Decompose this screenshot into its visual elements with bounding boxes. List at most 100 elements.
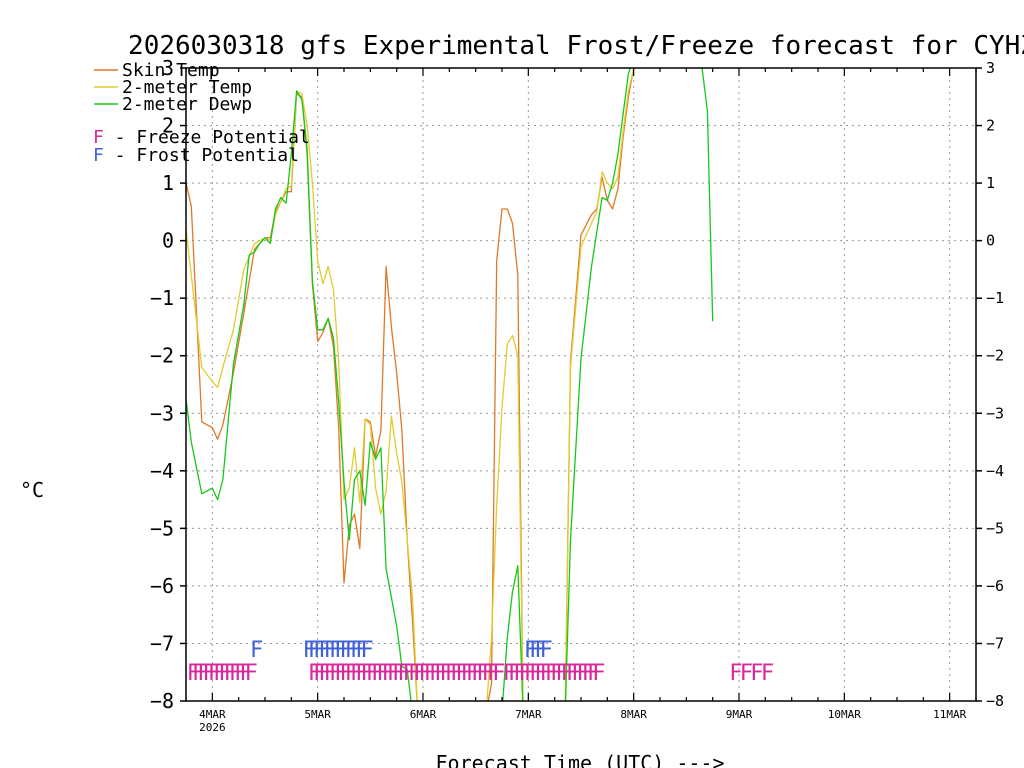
y-tick-label: −5	[150, 516, 174, 540]
x-axis-label: Forecast Time (UTC) --->	[436, 751, 725, 768]
freeze-marker: F	[524, 661, 537, 686]
freeze-marker: F	[461, 661, 474, 686]
series-line-2-meter-temp	[186, 68, 635, 701]
potential-legend-label: - Freeze Potential	[104, 127, 310, 148]
y-tick-label: −7	[150, 631, 174, 655]
legend-label: 2-meter Temp	[122, 77, 252, 98]
freeze-marker: F	[345, 661, 358, 686]
freeze-marker: F	[582, 661, 595, 686]
freeze-marker: F	[334, 661, 347, 686]
freeze-marker: F	[308, 661, 321, 686]
freeze-marker: F	[197, 661, 210, 686]
y-tick-label: −2	[150, 344, 174, 368]
y-tick-label-right: 1	[986, 174, 995, 192]
freeze-marker: F	[339, 661, 352, 686]
freeze-marker: F	[366, 661, 379, 686]
series-lines	[186, 68, 714, 701]
y-tick-label-right: 2	[986, 117, 995, 135]
freeze-marker: F	[566, 661, 579, 686]
freeze-marker: F	[455, 661, 468, 686]
frost-marker: F	[345, 638, 358, 663]
y-tick-label: 3	[162, 56, 174, 80]
freeze-marker: F	[239, 661, 252, 686]
frost-marker: F	[355, 638, 368, 663]
y-tick-label-right: −4	[986, 462, 1004, 480]
frost-marker: F	[329, 638, 342, 663]
freeze-marker: F	[576, 661, 589, 686]
frost-marker: F	[529, 638, 542, 663]
y-axis-label: °C	[20, 478, 44, 502]
frost-marker: F	[524, 638, 537, 663]
frost-marker: F	[350, 638, 363, 663]
freeze-marker: F	[561, 661, 574, 686]
freeze-marker: F	[234, 661, 247, 686]
x-tick-label: 8MAR	[620, 708, 647, 721]
frost-marker: F	[318, 638, 331, 663]
freeze-marker: F	[503, 661, 516, 686]
freeze-marker: F	[361, 661, 374, 686]
frost-marker: F	[540, 638, 553, 663]
x-tick-label: 7MAR	[515, 708, 542, 721]
x-tick-label: 11MAR	[933, 708, 966, 721]
frost-marker: F	[313, 638, 326, 663]
frost-marker: F	[534, 638, 547, 663]
freeze-marker: F	[218, 661, 231, 686]
potential-legend-item: F - Freeze Potential	[93, 127, 310, 148]
y-tick-label: 1	[162, 171, 174, 195]
potential-legend-label: - Frost Potential	[104, 145, 299, 166]
freeze-marker: F	[492, 661, 505, 686]
freeze-marker: F	[761, 661, 774, 686]
legend-label: Skin Temp	[122, 60, 220, 81]
freeze-marker: F	[466, 661, 479, 686]
y-tick-label: −3	[150, 401, 174, 425]
freeze-marker: F	[245, 661, 258, 686]
freeze-marker: F	[329, 661, 342, 686]
freeze-marker: F	[229, 661, 242, 686]
potential-legend-letter: F	[93, 127, 104, 148]
freeze-marker: F	[550, 661, 563, 686]
series-line-skin-temp	[186, 68, 635, 701]
freeze-marker: F	[424, 661, 437, 686]
freeze-marker: F	[392, 661, 405, 686]
freeze-marker: F	[355, 661, 368, 686]
y-tick-label: −6	[150, 574, 174, 598]
y-tick-label: −4	[150, 459, 174, 483]
freeze-marker: F	[324, 661, 337, 686]
freeze-marker: F	[376, 661, 389, 686]
freeze-marker: F	[571, 661, 584, 686]
freeze-marker: F	[208, 661, 221, 686]
freeze-marker: F	[318, 661, 331, 686]
y-tick-label-right: −2	[986, 347, 1004, 365]
freeze-marker: F	[203, 661, 216, 686]
potential-legend-letter: F	[93, 145, 104, 166]
freeze-marker: F	[445, 661, 458, 686]
y-tick-label-right: −3	[986, 404, 1004, 422]
freeze-marker: F	[192, 661, 205, 686]
y-tick-label: −8	[150, 689, 174, 713]
freeze-marker: F	[403, 661, 416, 686]
frost-marker: F	[303, 638, 316, 663]
y-tick-label-right: 3	[986, 59, 995, 77]
freeze-marker: F	[387, 661, 400, 686]
x-tick-label: 6MAR	[410, 708, 437, 721]
freeze-marker: F	[545, 661, 558, 686]
freeze-marker: F	[513, 661, 526, 686]
freeze-marker: F	[418, 661, 431, 686]
x-tick-label: 4MAR	[199, 708, 226, 721]
freeze-marker: F	[555, 661, 568, 686]
y-tick-label-right: −1	[986, 289, 1004, 307]
freeze-marker: F	[729, 661, 742, 686]
freeze-marker: F	[408, 661, 421, 686]
freeze-marker: F	[587, 661, 600, 686]
freeze-marker: F	[371, 661, 384, 686]
freeze-marker: F	[592, 661, 605, 686]
freeze-marker: F	[187, 661, 200, 686]
freeze-marker: F	[487, 661, 500, 686]
y-tick-label: 0	[162, 229, 174, 253]
y-tick-label-right: −5	[986, 519, 1004, 537]
freeze-marker: F	[750, 661, 763, 686]
freeze-marker: F	[740, 661, 753, 686]
freeze-marker: F	[450, 661, 463, 686]
